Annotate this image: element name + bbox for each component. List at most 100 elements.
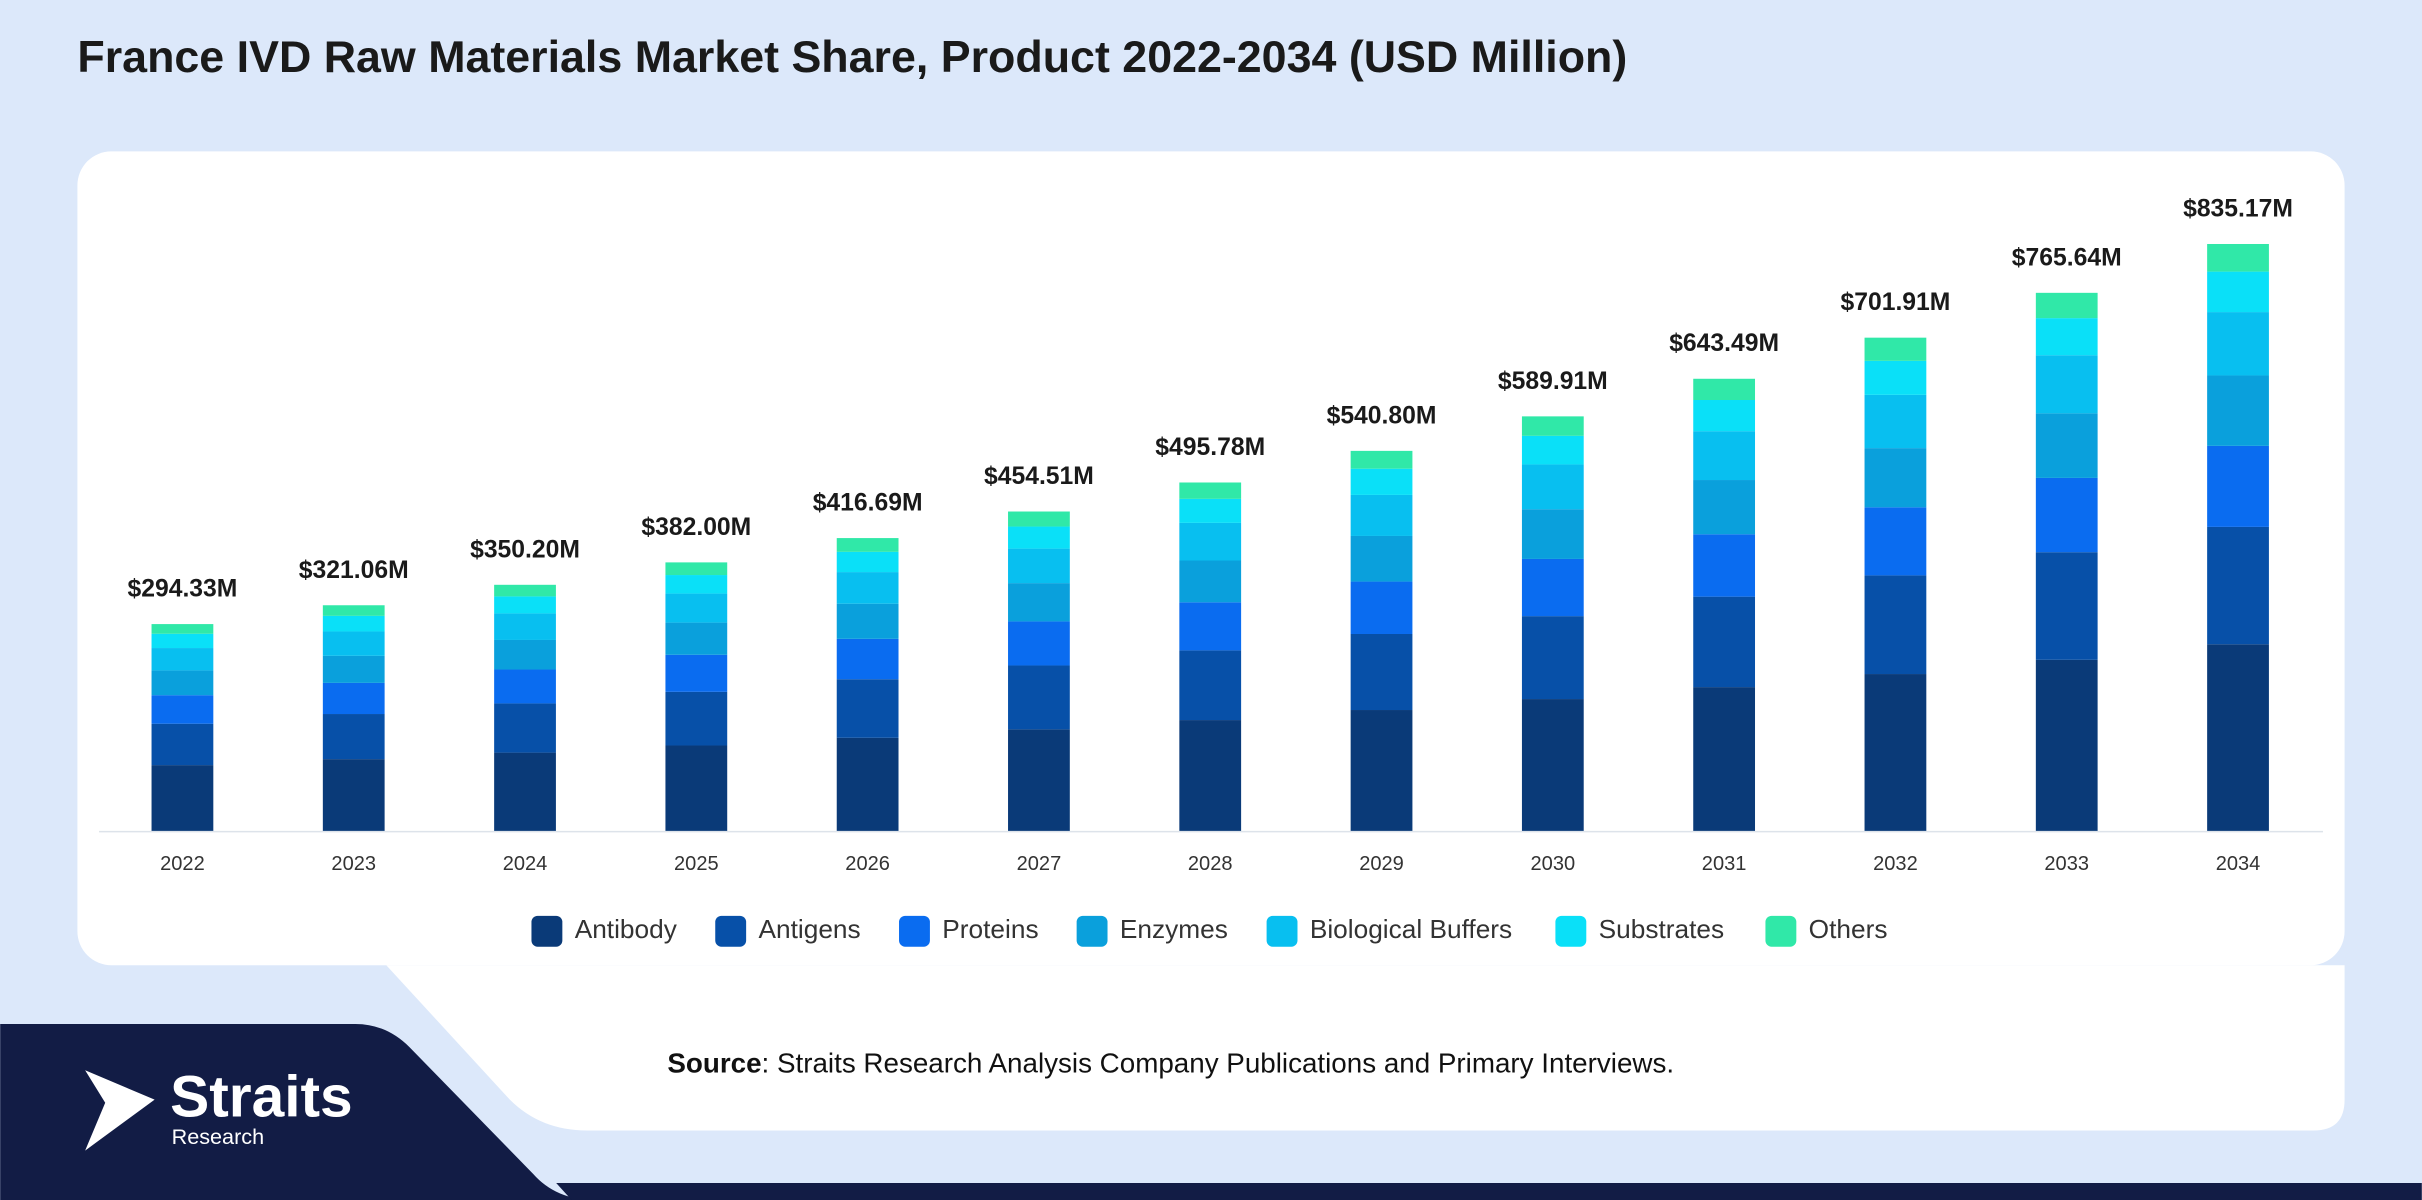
bar-segment (151, 765, 214, 831)
bar-segment (151, 624, 214, 634)
logo-icon (85, 1070, 155, 1151)
bar-segment (151, 670, 214, 696)
logo-panel (0, 1023, 595, 1200)
bar-segment (494, 639, 556, 670)
bar-segment (1521, 558, 1584, 617)
total-label: $765.64M (2012, 244, 2122, 271)
bar-segment (151, 695, 214, 724)
total-label: $643.49M (1669, 330, 1779, 357)
x-tick-label: 2027 (1017, 853, 1062, 875)
bar-segment (1008, 526, 1070, 549)
bar-segment (2207, 243, 2269, 272)
bar-segment (1008, 665, 1070, 730)
bar-segment (151, 633, 214, 649)
total-label: $350.20M (470, 536, 580, 563)
source-card (386, 965, 2345, 1131)
total-label: $835.17M (2183, 196, 2293, 223)
bar-segment (2035, 552, 2098, 660)
bar-segment (1864, 394, 1927, 449)
bar-segment (2035, 318, 2098, 356)
source: Source: Straits Research Analysis Compan… (667, 1048, 1674, 1079)
bar-segment (322, 605, 385, 616)
bar-segment (322, 682, 385, 715)
bar-segment (1179, 720, 1242, 831)
legend-swatch (899, 915, 930, 947)
bar-segment (1350, 535, 1413, 582)
x-tick-label: 2022 (160, 853, 205, 875)
x-tick-label: 2030 (1531, 853, 1576, 875)
source-text: : Straits Research Analysis Company Publ… (762, 1048, 1675, 1079)
bar-segment (322, 655, 385, 683)
bar-segment (2035, 413, 2098, 478)
logo-name: Straits (170, 1065, 353, 1130)
bar-segment (1864, 674, 1927, 831)
x-tick-label: 2028 (1188, 853, 1233, 875)
bar-segment (1350, 710, 1413, 831)
bar-segment (1179, 650, 1242, 721)
total-label: $382.00M (641, 514, 751, 541)
legend-label: Antibody (575, 914, 678, 944)
bar-segment (836, 572, 899, 604)
bar-segment (1008, 621, 1070, 666)
bar-segment (1350, 468, 1413, 495)
x-tick-label: 2032 (1873, 853, 1918, 875)
total-label: $540.80M (1327, 402, 1437, 429)
legend-swatch (531, 915, 563, 947)
bar-segment (322, 714, 385, 760)
bar-segment (1864, 448, 1927, 508)
bottom-strip (556, 1183, 2422, 1200)
bar-segment (2035, 292, 2098, 319)
bar-segment (1693, 399, 1756, 432)
total-label: $495.78M (1155, 434, 1265, 461)
bar-segment (836, 538, 899, 552)
bar-segment (1179, 560, 1242, 603)
bar-segment (1521, 699, 1584, 831)
bar-segment (1350, 494, 1413, 536)
bar-segment (1179, 482, 1242, 499)
legend-swatch (1765, 915, 1797, 947)
bar-segment (1179, 498, 1242, 523)
bar-segment (1693, 596, 1756, 688)
bar-segment (665, 691, 728, 746)
bar-segment (494, 703, 556, 753)
bar-segment (836, 737, 899, 831)
bar-segment (1350, 581, 1413, 634)
legend-label: Substrates (1599, 914, 1724, 944)
bar-segment (2207, 312, 2269, 376)
bar-segment (1521, 435, 1584, 465)
bar-segment (836, 551, 899, 573)
x-tick-label: 2034 (2216, 853, 2261, 875)
chart-title: France IVD Raw Materials Market Share, P… (77, 32, 1627, 82)
total-label: $321.06M (299, 557, 409, 584)
legend-swatch (715, 915, 747, 947)
bar-segment (665, 745, 728, 831)
bar-segment (2207, 526, 2269, 645)
total-label: $454.51M (984, 463, 1094, 490)
bar-segment (1864, 575, 1927, 675)
bar-segment (1521, 509, 1584, 559)
logo-sub: Research (172, 1124, 264, 1149)
bar-segment (2035, 355, 2098, 414)
bar-segment (1693, 534, 1756, 597)
bar-segment (1008, 511, 1070, 527)
total-label: $589.91M (1498, 368, 1608, 395)
bar-segment (2207, 445, 2269, 527)
bar-segment (1521, 464, 1584, 510)
bar-segment (1521, 616, 1584, 700)
legend-label: Enzymes (1120, 914, 1228, 944)
bar-segment (151, 648, 214, 671)
x-tick-label: 2033 (2044, 853, 2089, 875)
legend-swatch (1076, 915, 1108, 947)
bar-segment (322, 615, 385, 632)
bar-segment (1521, 416, 1584, 436)
bar-segment (494, 596, 556, 614)
bar-segment (665, 654, 728, 692)
x-tick-label: 2031 (1702, 853, 1747, 875)
bar-segment (494, 613, 556, 640)
bar-segment (2207, 375, 2269, 446)
bar-segment (1350, 450, 1413, 469)
bar-segment (1693, 687, 1756, 831)
bar-segment (665, 622, 728, 655)
bar-segment (1008, 548, 1070, 584)
